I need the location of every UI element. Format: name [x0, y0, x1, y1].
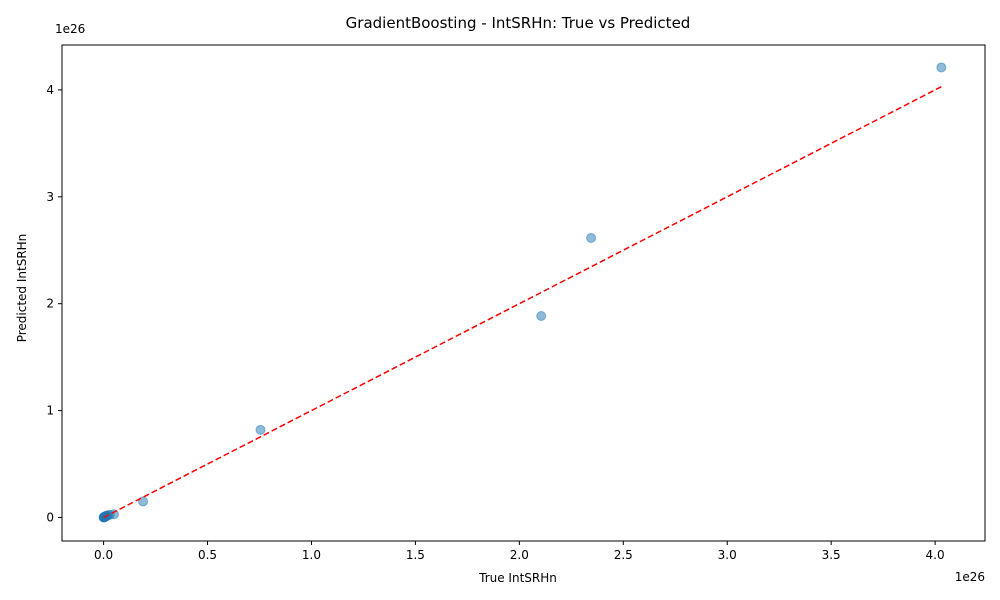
- reference-line: [103, 86, 942, 519]
- y-tick-label: 2: [46, 297, 54, 311]
- data-point: [536, 310, 547, 321]
- plot-frame: [61, 44, 986, 542]
- x-tick-label: 0.5: [198, 548, 217, 562]
- x-ticks: 0.0 0.5 1.0 1.5 2.0 2.5 3.0 3.5 4.0: [94, 541, 945, 562]
- x-tick-label: 1.0: [302, 548, 321, 562]
- x-axis-label: True IntSRHn: [478, 571, 557, 585]
- y-tick-label: 4: [46, 83, 54, 97]
- data-point: [138, 496, 149, 507]
- x-tick-label: 2.0: [510, 548, 529, 562]
- chart-title: GradientBoosting - IntSRHn: True vs Pred…: [346, 14, 691, 32]
- x-tick-label: 0.0: [94, 548, 113, 562]
- y-tick-label: 1: [46, 404, 54, 418]
- y-tick-label: 0: [46, 510, 54, 524]
- data-points: [98, 62, 947, 523]
- x-offset-label: 1e26: [955, 570, 985, 584]
- data-point: [936, 62, 947, 73]
- data-point: [255, 424, 266, 435]
- x-tick-label: 1.5: [406, 548, 425, 562]
- data-point: [586, 232, 597, 243]
- y-ticks: 0 1 2 3 4: [46, 83, 62, 524]
- y-axis-label: Predicted IntSRHn: [15, 234, 29, 343]
- x-tick-label: 2.5: [614, 548, 633, 562]
- data-point: [108, 509, 119, 520]
- y-offset-label: 1e26: [55, 22, 85, 36]
- x-tick-label: 3.0: [718, 548, 737, 562]
- x-tick-label: 4.0: [926, 548, 945, 562]
- y-tick-label: 3: [46, 190, 54, 204]
- x-tick-label: 3.5: [822, 548, 841, 562]
- plot-area: [98, 62, 947, 523]
